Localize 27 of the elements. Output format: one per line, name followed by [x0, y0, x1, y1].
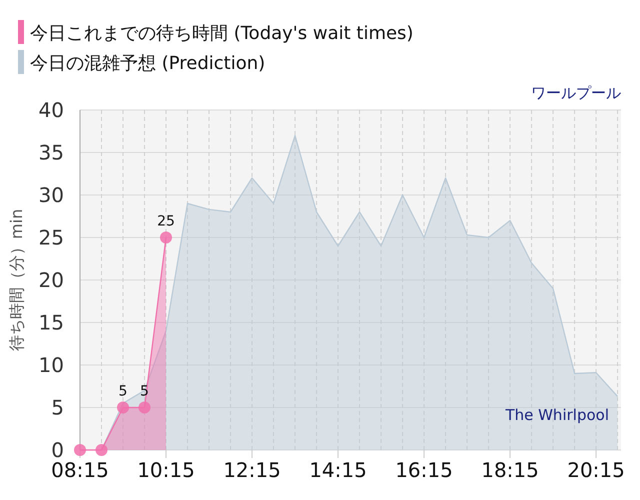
x-tick-label: 16:15	[395, 458, 453, 482]
annotation: The Whirlpool	[504, 406, 609, 424]
y-tick-label: 15	[38, 310, 64, 334]
x-tick-label: 10:15	[137, 458, 195, 482]
data-label: 5	[118, 384, 128, 400]
y-tick-label: 25	[38, 226, 64, 250]
chart-title: ワールプール	[531, 84, 621, 102]
y-tick-label: 20	[38, 268, 64, 292]
point	[96, 444, 108, 456]
x-tick-label: 20:15	[567, 458, 625, 482]
point	[74, 444, 86, 456]
y-tick-label: 30	[38, 183, 64, 207]
point	[117, 402, 130, 414]
y-axis-title: 待ち時間（分）min	[7, 208, 26, 352]
x-tick-label: 14:15	[309, 458, 367, 482]
y-tick-label: 5	[51, 396, 64, 420]
y-tick-label: 40	[38, 98, 64, 122]
x-tick-label: 12:15	[223, 458, 281, 482]
y-tick-label: 10	[38, 353, 64, 377]
point	[138, 402, 151, 414]
legend-label: 今日の混雑予想 (Prediction)	[30, 53, 266, 74]
data-label: 5	[140, 384, 149, 400]
y-tick-label: 35	[38, 140, 64, 164]
legend-label: 今日これまでの待ち時間 (Today's wait times)	[30, 23, 414, 44]
point	[160, 232, 172, 244]
x-tick-label: 18:15	[481, 458, 539, 482]
data-label: 25	[157, 214, 175, 230]
